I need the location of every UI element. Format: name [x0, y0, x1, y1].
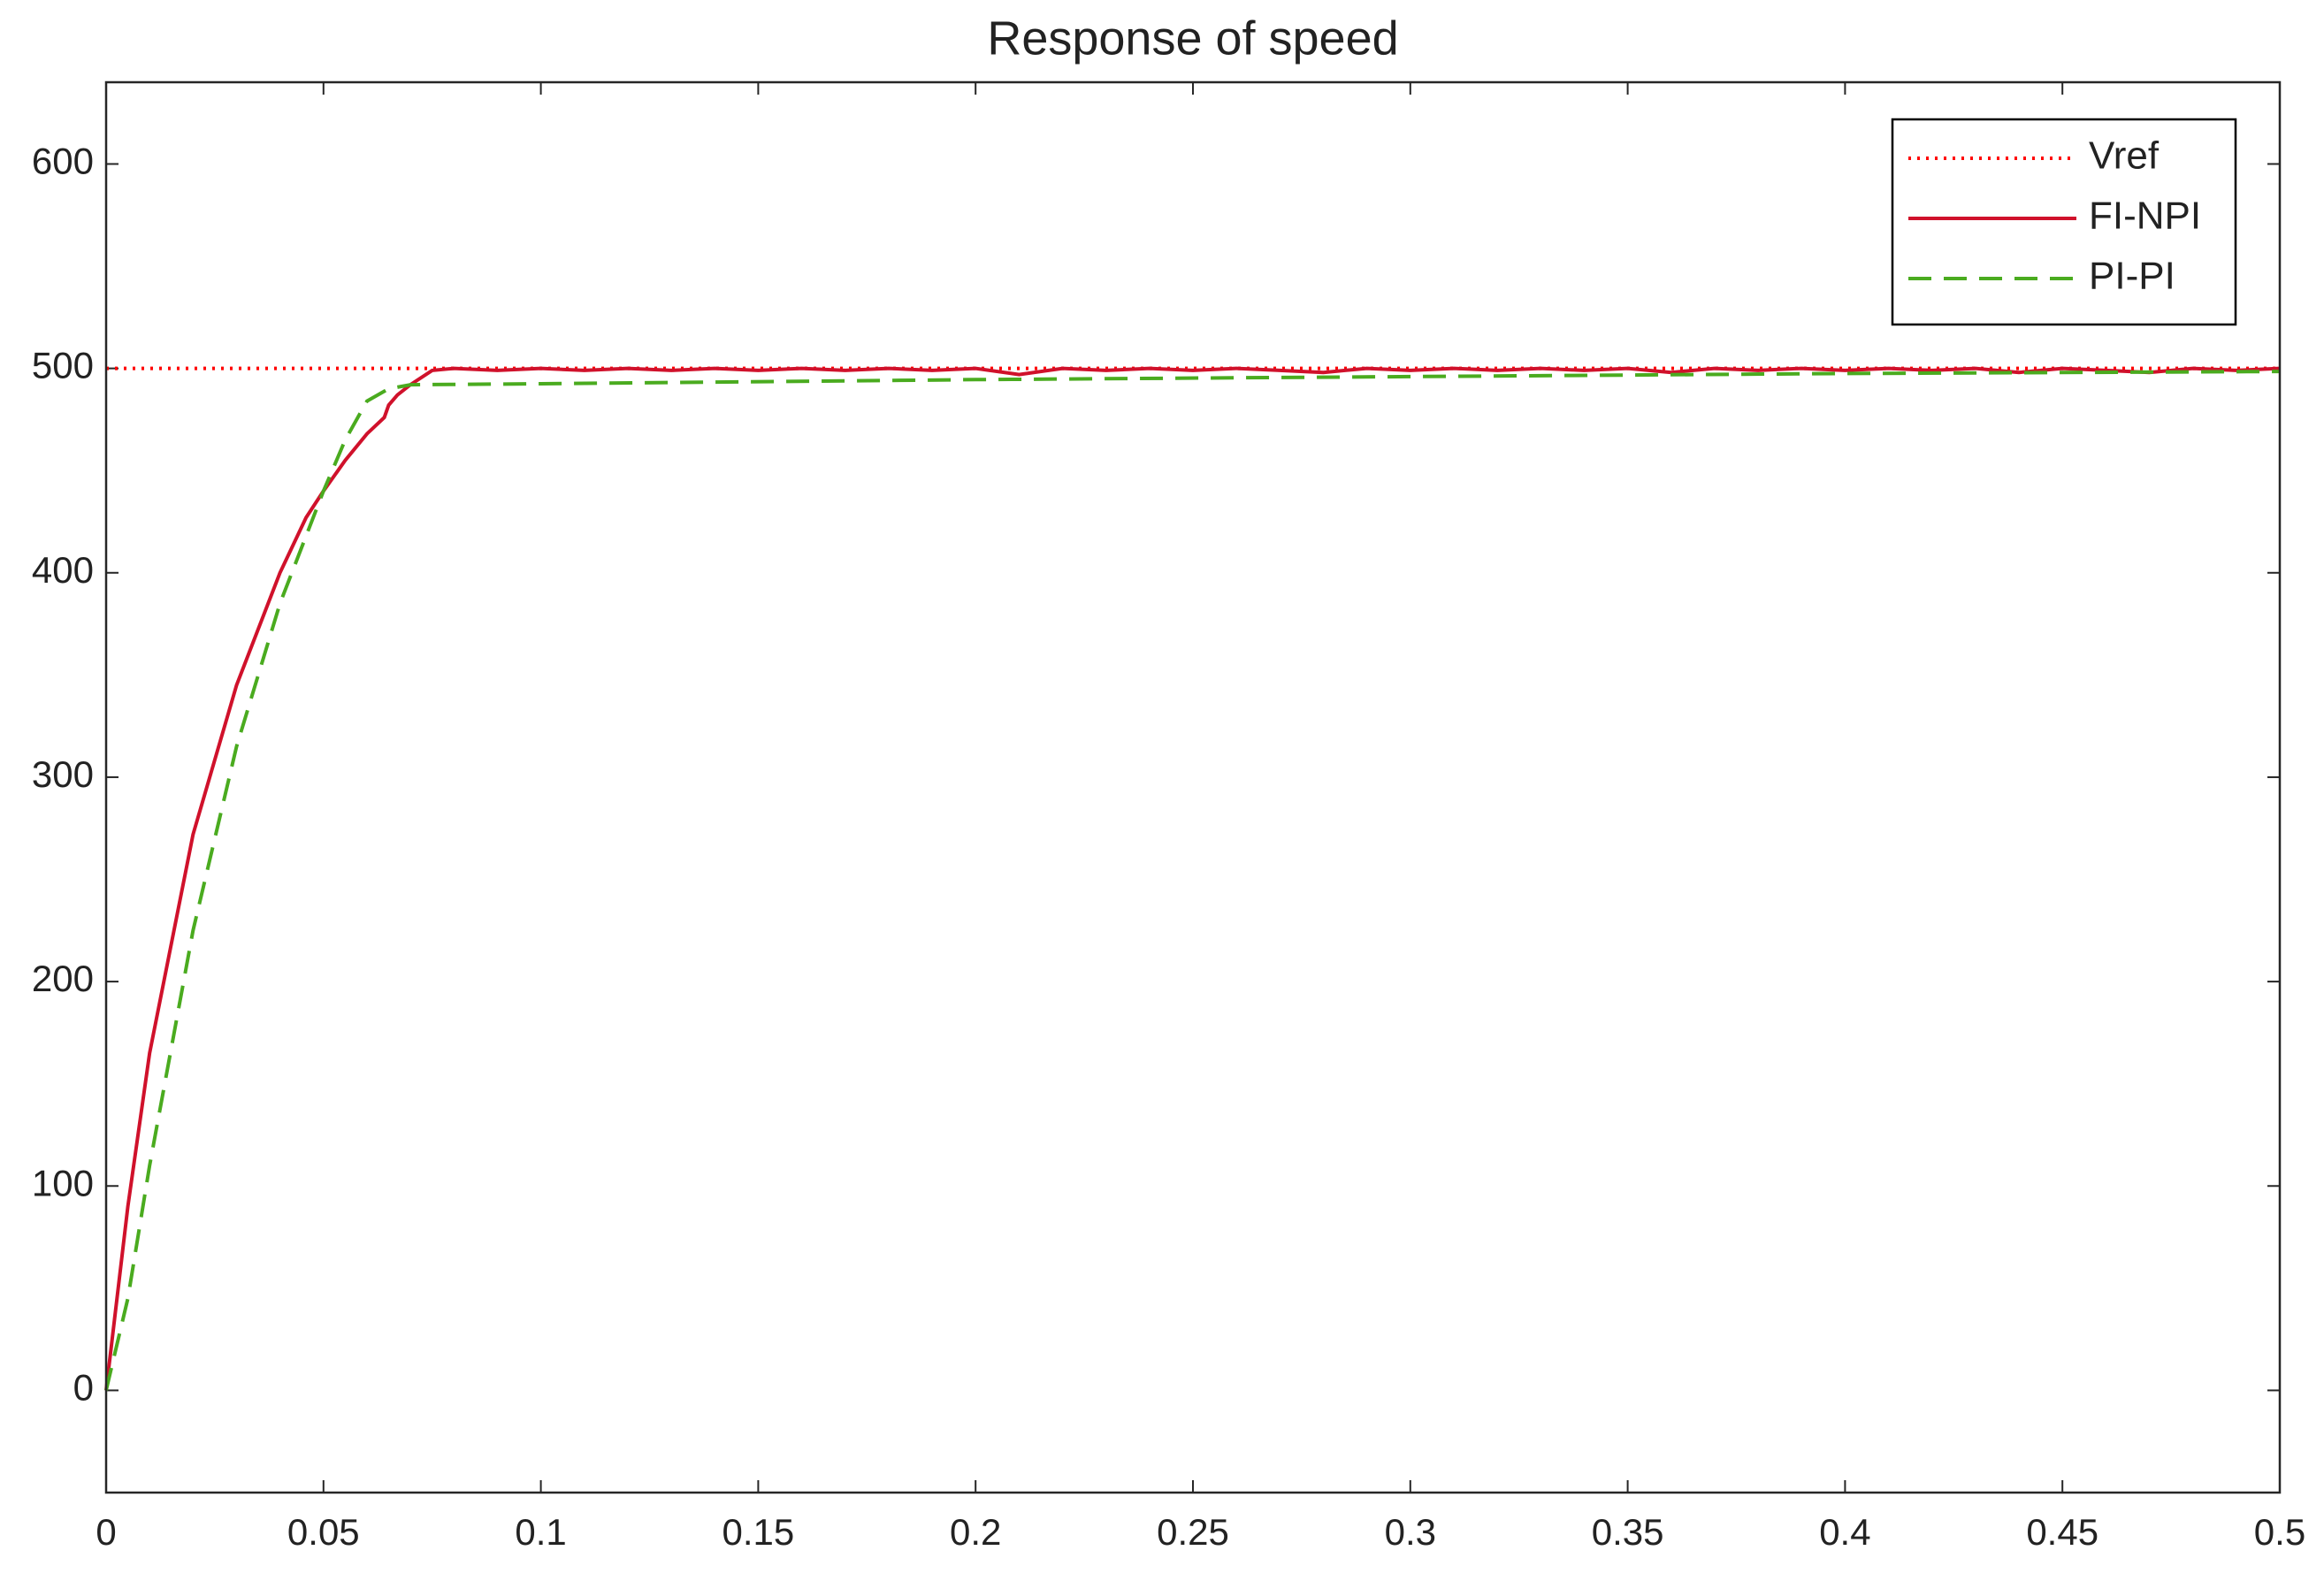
x-tick-label: 0.25 [1157, 1511, 1229, 1553]
y-tick-label: 200 [32, 958, 94, 999]
chart-title: Response of speed [987, 11, 1398, 65]
series-line [104, 366, 2281, 1391]
y-tick-label: 300 [32, 753, 94, 795]
series-line [104, 370, 2281, 1391]
y-tick-label: 600 [32, 141, 94, 182]
y-tick-label: 500 [32, 345, 94, 386]
y-tick-label: 400 [32, 549, 94, 591]
x-tick-label: 0.3 [1385, 1511, 1436, 1553]
x-tick-label: 0.05 [287, 1511, 360, 1553]
x-tick-label: 0 [96, 1511, 116, 1553]
x-tick-label: 0.35 [1592, 1511, 1664, 1553]
x-tick-label: 0.4 [1819, 1511, 1870, 1553]
legend-label: PI-PI [2089, 255, 2175, 298]
x-tick-label: 0.2 [950, 1511, 1001, 1553]
legend-label: FI-NPI [2089, 195, 2201, 238]
legend-box [1891, 118, 2237, 326]
x-tick-label: 0.1 [515, 1511, 566, 1553]
y-tick-label: 0 [73, 1367, 94, 1409]
legend-label: Vref [2089, 134, 2160, 178]
x-tick-label: 0.45 [2026, 1511, 2098, 1553]
plot-frame [104, 80, 2282, 1494]
y-tick-label: 100 [32, 1162, 94, 1203]
x-tick-label: 0.5 [2254, 1511, 2305, 1553]
x-tick-label: 0.15 [722, 1511, 795, 1553]
